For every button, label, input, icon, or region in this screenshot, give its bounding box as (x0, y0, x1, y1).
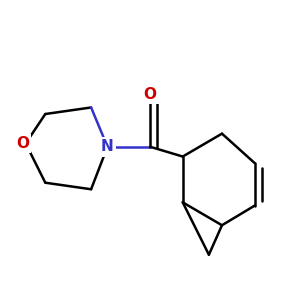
Text: O: O (16, 136, 29, 151)
Text: O: O (143, 87, 157, 102)
Text: N: N (101, 139, 114, 154)
